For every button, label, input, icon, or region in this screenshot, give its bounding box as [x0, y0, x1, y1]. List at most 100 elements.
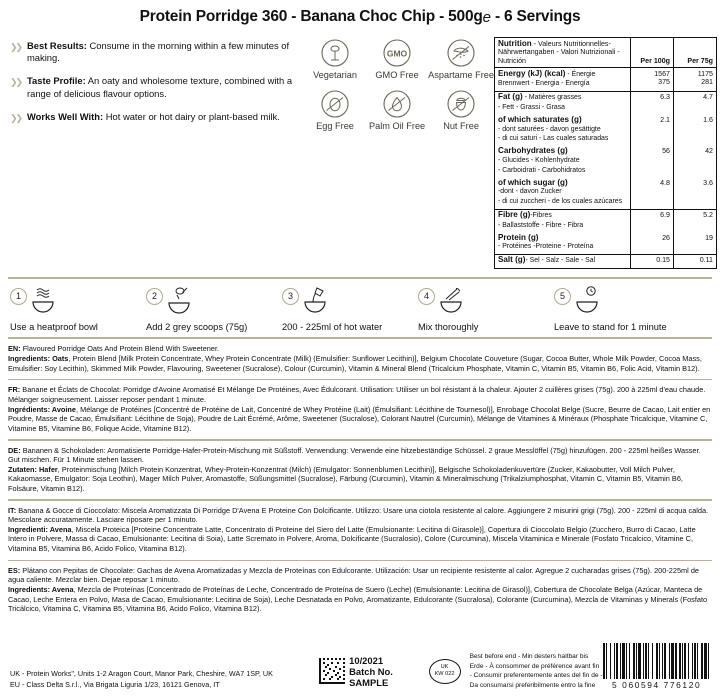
- batch-number: Batch No. SAMPLE: [349, 665, 393, 688]
- nutrition-col1-header: Per 100g: [630, 37, 674, 68]
- nutrient-sub2: -dont - davon Zucker: [498, 188, 562, 196]
- certification-vegetarian: Vegetarian: [304, 38, 366, 80]
- nutrient-value-100g: 6.3: [630, 90, 674, 115]
- nutrient-sub3: - di cui saturi - Las cuales saturadas: [498, 135, 609, 143]
- product-title-prefix: Protein Porridge 360 - Banana Choc Chip …: [139, 8, 483, 25]
- step-label: Use a heatproof bowl: [10, 321, 98, 332]
- nutrient-value-75g: 3.6: [673, 177, 717, 209]
- nutrient-sub2: - Protéines -Proteine - Proteína: [498, 243, 594, 251]
- nutrient-value-75g: 1.6: [673, 114, 717, 146]
- lang-intro: Banana & Gocce di Cioccolato: Miscela Ar…: [8, 505, 709, 525]
- icon-label: GMO Free: [375, 70, 419, 80]
- step-5: 5 Leave to stand for 1 minute: [554, 286, 690, 333]
- nutrient-value-100g: 56: [630, 145, 674, 178]
- page-title: Protein Porridge 360 - Banana Choc Chip …: [0, 0, 720, 30]
- ingredients-lead: Ingrédients: Avoine: [8, 404, 77, 414]
- icon-label: Egg Free: [316, 121, 354, 131]
- nutrient-value-75g: 0.11: [673, 253, 717, 269]
- bullet-body: Consume in the morning within a few minu…: [27, 40, 290, 64]
- table-row: Salt (g)- Sel - Salz - Sale - Sal 0.15 0…: [494, 253, 717, 269]
- lang-code: IT:: [8, 505, 17, 515]
- ingredients-sections: EN: Flavoured Porridge Oats And Protein …: [0, 339, 720, 616]
- footer: UK - Protein Works", Units 1-2 Aragon Co…: [0, 643, 720, 690]
- bullet-lead: Taste Profile:: [27, 75, 86, 87]
- language-block-es: ES: Plátano con Pepitas de Chocolate: Ga…: [8, 566, 712, 617]
- table-row: Energy (kJ) (kcal) - Énergie Brennwert -…: [494, 67, 717, 92]
- svg-text:GMO: GMO: [387, 49, 408, 59]
- uk-health-mark-icon: UK KW 022: [428, 658, 461, 684]
- chevron-bullet-icon: ❯❯: [10, 77, 23, 88]
- address-line-uk: UK - Protein Works", Units 1-2 Aragon Co…: [10, 669, 273, 678]
- list-item: ❯❯ Taste Profile: An oaty and wholesome …: [10, 75, 304, 99]
- divider: [8, 559, 712, 561]
- nutrition-header-title: Nutrition: [498, 38, 532, 48]
- nutrient-sub2: - Fett - Grassi - Grasa: [498, 104, 565, 112]
- table-row: Fibre (g)-Fibres - Ballaststoffe - Fibre…: [494, 208, 717, 233]
- nutrient-value-75g: 4.7: [673, 90, 717, 115]
- product-title-suffix: - 6 Servings: [494, 8, 581, 25]
- nutrient-sub3: - di cui zuccheri - de los cuales azúcar…: [498, 197, 623, 205]
- nutrient-value-75g: 42: [673, 145, 717, 178]
- divider: [8, 337, 712, 340]
- nutrient-name: Carbohydrates (g): [498, 146, 568, 156]
- certification-nut-free: Nut Free: [428, 89, 494, 131]
- nutrient-sub: -Fibres: [530, 212, 552, 219]
- certification-icon-grid: Vegetarian GMO GMO Free: [304, 34, 494, 131]
- nutrient-value-75g-kcal: 281: [701, 78, 713, 87]
- nutrient-sub2: - Ballaststoffe - Fibre - Fibra: [498, 221, 584, 229]
- step-number: 3: [282, 287, 299, 305]
- chevron-bullet-icon: ❯❯: [10, 112, 23, 123]
- bullet-body: Hot water or hot dairy or plant-based mi…: [103, 110, 280, 122]
- step-label: Leave to stand for 1 minute: [554, 321, 667, 332]
- uk-mark-bottom: KW 022: [434, 671, 455, 678]
- lang-code: FR:: [8, 385, 21, 395]
- uk-mark-top: UK: [440, 664, 449, 671]
- barcode-digits: 5 060594 776120: [612, 680, 702, 690]
- step-number: 5: [554, 287, 571, 305]
- bullet-lead: Works Well With:: [27, 110, 104, 122]
- step-label: Add 2 grey scoops (75g): [146, 321, 248, 332]
- lang-code: EN:: [8, 344, 21, 354]
- nutrient-sub: - Matières grasses: [522, 94, 582, 102]
- manufacturer-address: UK - Protein Works", Units 1-2 Aragon Co…: [10, 669, 319, 690]
- icon-label: Vegetarian: [313, 70, 357, 80]
- pour-water-icon: [302, 286, 342, 320]
- nutrition-col2-header: Per 75g: [673, 37, 717, 68]
- nutrient-sub: - Énergie: [565, 70, 596, 78]
- nutrient-value-75g: 19: [673, 232, 717, 255]
- nutrient-sub2: - Glucides - Kohlenhydrate: [498, 157, 580, 165]
- step-label: 200 - 225ml of hot water: [282, 321, 383, 332]
- lang-intro: Flavoured Porridge Oats And Protein Blen…: [20, 344, 220, 354]
- egg-free-icon: [320, 89, 350, 119]
- list-item: ❯❯ Works Well With: Hot water or hot dai…: [10, 111, 304, 125]
- address-line-eu: EU - Class Delta S.r.l., Via Brigata Lig…: [10, 679, 220, 689]
- benefits-list: ❯❯ Best Results: Consume in the morning …: [4, 34, 304, 136]
- icon-label: Aspartame Free: [428, 70, 494, 80]
- nutrient-name: Fibre (g): [498, 210, 531, 219]
- table-row: Carbohydrates (g) - Glucides - Kohlenhyd…: [495, 145, 717, 178]
- step-number: 4: [418, 287, 435, 305]
- batch-date: 10/2021: [349, 654, 384, 666]
- certification-palm-oil-free: Palm Oil Free: [366, 89, 428, 131]
- palm-oil-free-icon: [382, 89, 412, 119]
- ingredients-body: , Proteinmischung [Milch Protein Konzent…: [8, 464, 683, 493]
- bullet-body: An oaty and wholesome texture, combined …: [27, 75, 293, 99]
- icon-label: Palm Oil Free: [369, 121, 426, 131]
- lang-intro: Bananen & Schokoladen: Aromatisierte Por…: [8, 445, 701, 465]
- ingredients-lead: Ingredients: Avena: [8, 585, 74, 594]
- divider: [8, 379, 712, 381]
- certification-gmo-free: GMO GMO Free: [366, 38, 428, 80]
- timer-bowl-icon: [574, 286, 614, 320]
- icon-label: Nut Free: [443, 121, 479, 131]
- step-number: 1: [10, 287, 27, 305]
- vegetarian-icon: [320, 38, 350, 68]
- nutrient-value-100g: 4.8: [630, 177, 674, 209]
- language-block-it: IT: Banana & Gocce di Cioccolato: Miscel…: [8, 506, 712, 557]
- nutrient-value-100g: 26: [630, 232, 674, 255]
- preparation-steps: 1 Use a heatproof bowl 2: [0, 279, 720, 335]
- barcode: 5 060594 776120: [603, 643, 710, 690]
- nutrient-name: Energy (kJ) (kcal): [498, 68, 566, 78]
- step-label: Mix thoroughly: [418, 321, 479, 332]
- nutrient-name: of which sugar (g): [498, 177, 568, 187]
- nutrient-value-75g: 5.2: [673, 208, 717, 233]
